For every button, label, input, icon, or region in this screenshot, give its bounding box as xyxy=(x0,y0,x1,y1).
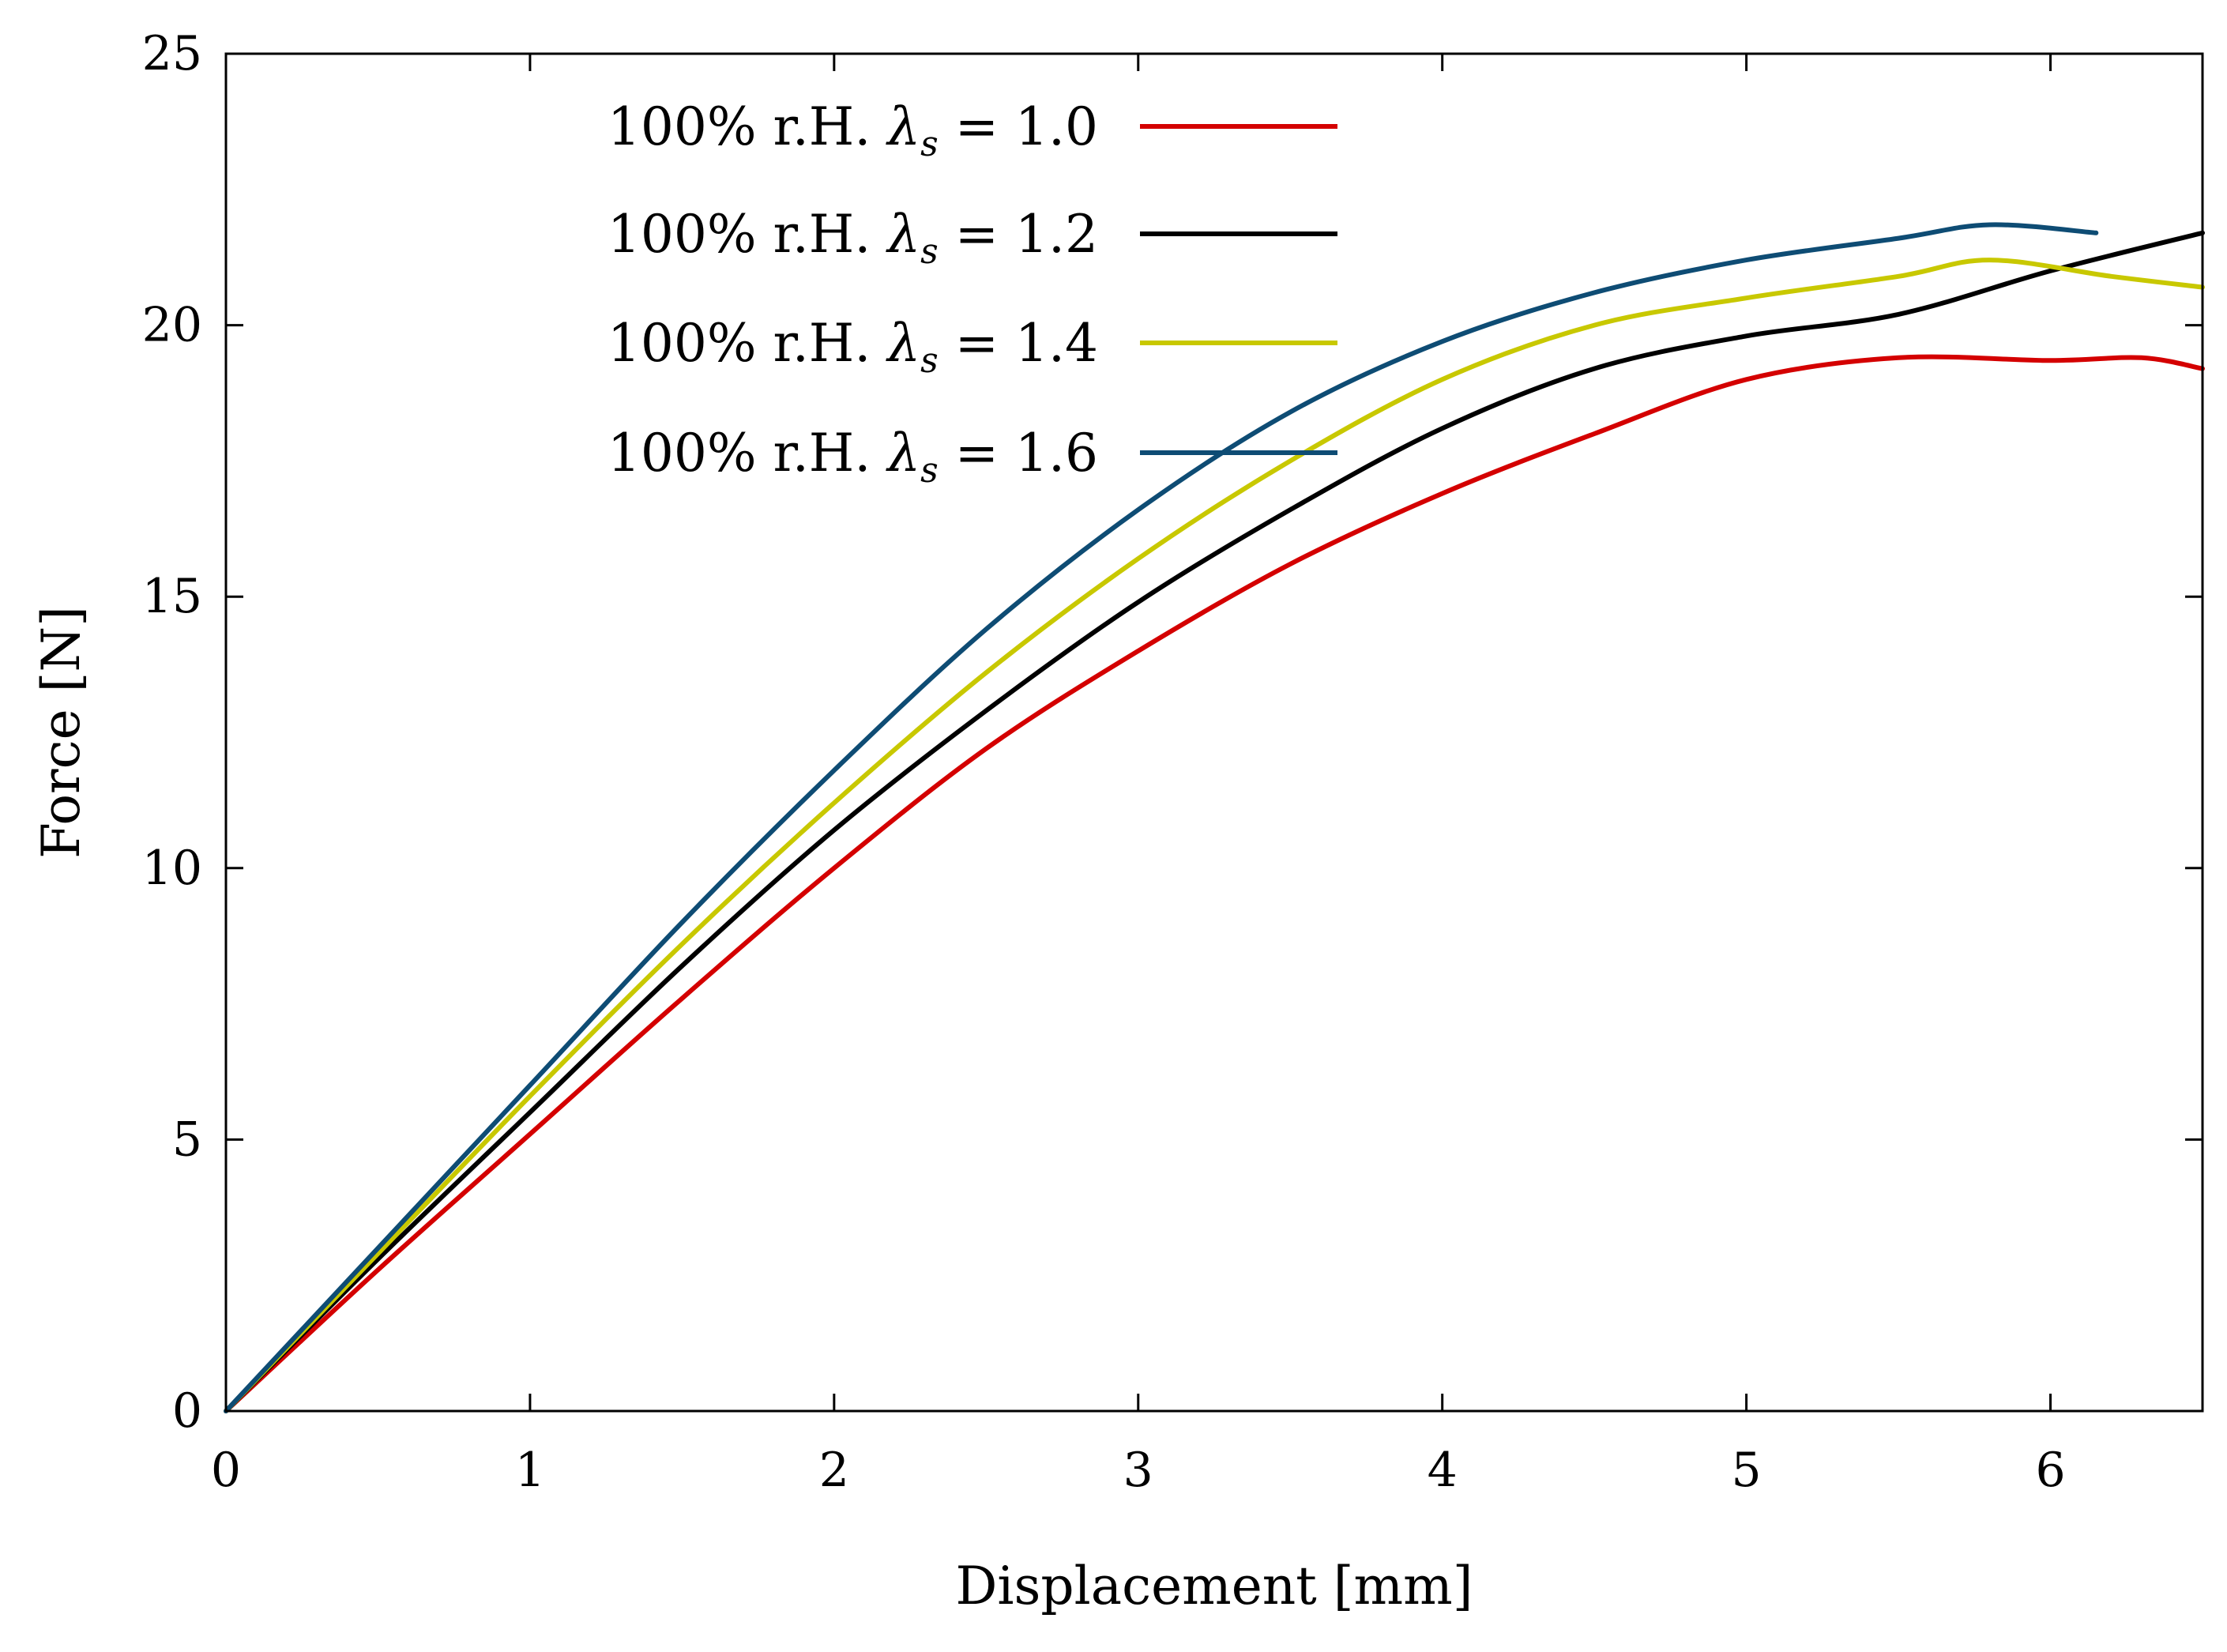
x-tick-label: 1 xyxy=(515,1443,545,1498)
legend-label-1: 100% r.H. λs = 1.0 xyxy=(608,96,1098,164)
y-axis-title: Force [N] xyxy=(31,606,92,859)
y-tick-label: 10 xyxy=(142,841,202,896)
x-tick-label: 0 xyxy=(211,1443,241,1498)
y-tick-label: 25 xyxy=(142,26,202,81)
legend: 100% r.H. λs = 1.0 100% r.H. λs = 1.2 100%… xyxy=(608,96,1337,491)
x-tick-label: 6 xyxy=(2035,1443,2065,1498)
series-line-1 xyxy=(224,354,2205,1413)
series-line-2 xyxy=(224,230,2205,1413)
series-line-4 xyxy=(224,222,2099,1413)
legend-label-2: 100% r.H. λs = 1.2 xyxy=(608,204,1098,272)
y-tick-label: 5 xyxy=(172,1112,202,1167)
x-tick-label: 3 xyxy=(1123,1443,1153,1498)
series-line-3 xyxy=(224,258,2205,1413)
tick-layer: 0 1 2 3 4 5 6 0 5 10 15 20 25 xyxy=(142,26,2203,1498)
legend-label-3: 100% r.H. λs = 1.4 xyxy=(608,313,1098,381)
series-layer xyxy=(224,222,2205,1413)
x-tick-label: 5 xyxy=(1732,1443,1762,1498)
plot-frame xyxy=(224,52,2204,1413)
legend-label-4: 100% r.H. λs = 1.6 xyxy=(608,423,1098,491)
x-axis-title: Displacement [mm] xyxy=(956,1556,1473,1616)
x-tick-label: 4 xyxy=(1428,1443,1458,1498)
y-tick-label: 15 xyxy=(142,569,202,624)
y-tick-label: 20 xyxy=(142,298,202,353)
x-tick-label: 2 xyxy=(819,1443,849,1498)
y-tick-label: 0 xyxy=(172,1383,202,1439)
